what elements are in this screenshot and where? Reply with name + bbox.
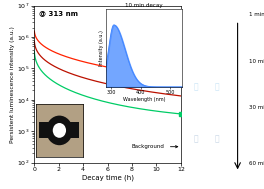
- Text: 光: 光: [214, 31, 219, 40]
- Overcast: [95, 80, 98, 83]
- X-axis label: Decay time (h): Decay time (h): [82, 174, 134, 181]
- Overcast: [89, 79, 92, 81]
- Rainy: [49, 79, 53, 81]
- Text: 10 min: 10 min: [249, 59, 264, 64]
- Legend: Sunny, Overcast, Rainy: Sunny, Overcast, Rainy: [108, 9, 146, 27]
- Line: Sunny: Sunny: [34, 31, 181, 78]
- Rainy: [161, 111, 164, 113]
- Y-axis label: Intensity (a.u.): Intensity (a.u.): [99, 30, 104, 66]
- Title: 10 min decay: 10 min decay: [125, 3, 163, 8]
- Text: 30 min: 30 min: [249, 105, 264, 110]
- Bar: [39, 122, 79, 138]
- Text: 1 min: 1 min: [249, 12, 264, 17]
- Rainy: [89, 97, 92, 99]
- Circle shape: [46, 116, 73, 145]
- Overcast: [58, 68, 61, 70]
- Rainy: [179, 113, 182, 115]
- Text: @ 313 nm: @ 313 nm: [39, 10, 78, 16]
- Text: 景: 景: [194, 134, 199, 143]
- Text: 60 min: 60 min: [249, 160, 264, 166]
- Sunny: [58, 53, 61, 55]
- Sunny: [95, 64, 98, 66]
- Text: Background: Background: [132, 144, 178, 149]
- Overcast: [176, 94, 180, 97]
- Sunny: [161, 75, 164, 77]
- Rainy: [58, 84, 61, 86]
- Text: 景: 景: [194, 31, 199, 40]
- Text: 光: 光: [214, 83, 219, 92]
- Sunny: [89, 62, 92, 65]
- Line: Overcast: Overcast: [34, 41, 181, 96]
- Text: 光: 光: [214, 134, 219, 143]
- Y-axis label: Persistent luminescence intensity (a.u.): Persistent luminescence intensity (a.u.): [10, 26, 15, 143]
- X-axis label: Wavelength (nm): Wavelength (nm): [123, 97, 165, 102]
- Rainy: [95, 98, 98, 101]
- Overcast: [161, 92, 164, 95]
- Line: Rainy: Rainy: [34, 52, 181, 114]
- Rainy: [33, 50, 36, 53]
- Text: 景: 景: [194, 83, 199, 92]
- Overcast: [33, 40, 36, 42]
- Overcast: [49, 63, 53, 66]
- Overcast: [179, 95, 182, 97]
- Sunny: [33, 30, 36, 32]
- Rainy: [176, 112, 180, 115]
- Sunny: [179, 77, 182, 79]
- Sunny: [176, 77, 180, 79]
- Sunny: [49, 49, 53, 52]
- Circle shape: [53, 123, 66, 138]
